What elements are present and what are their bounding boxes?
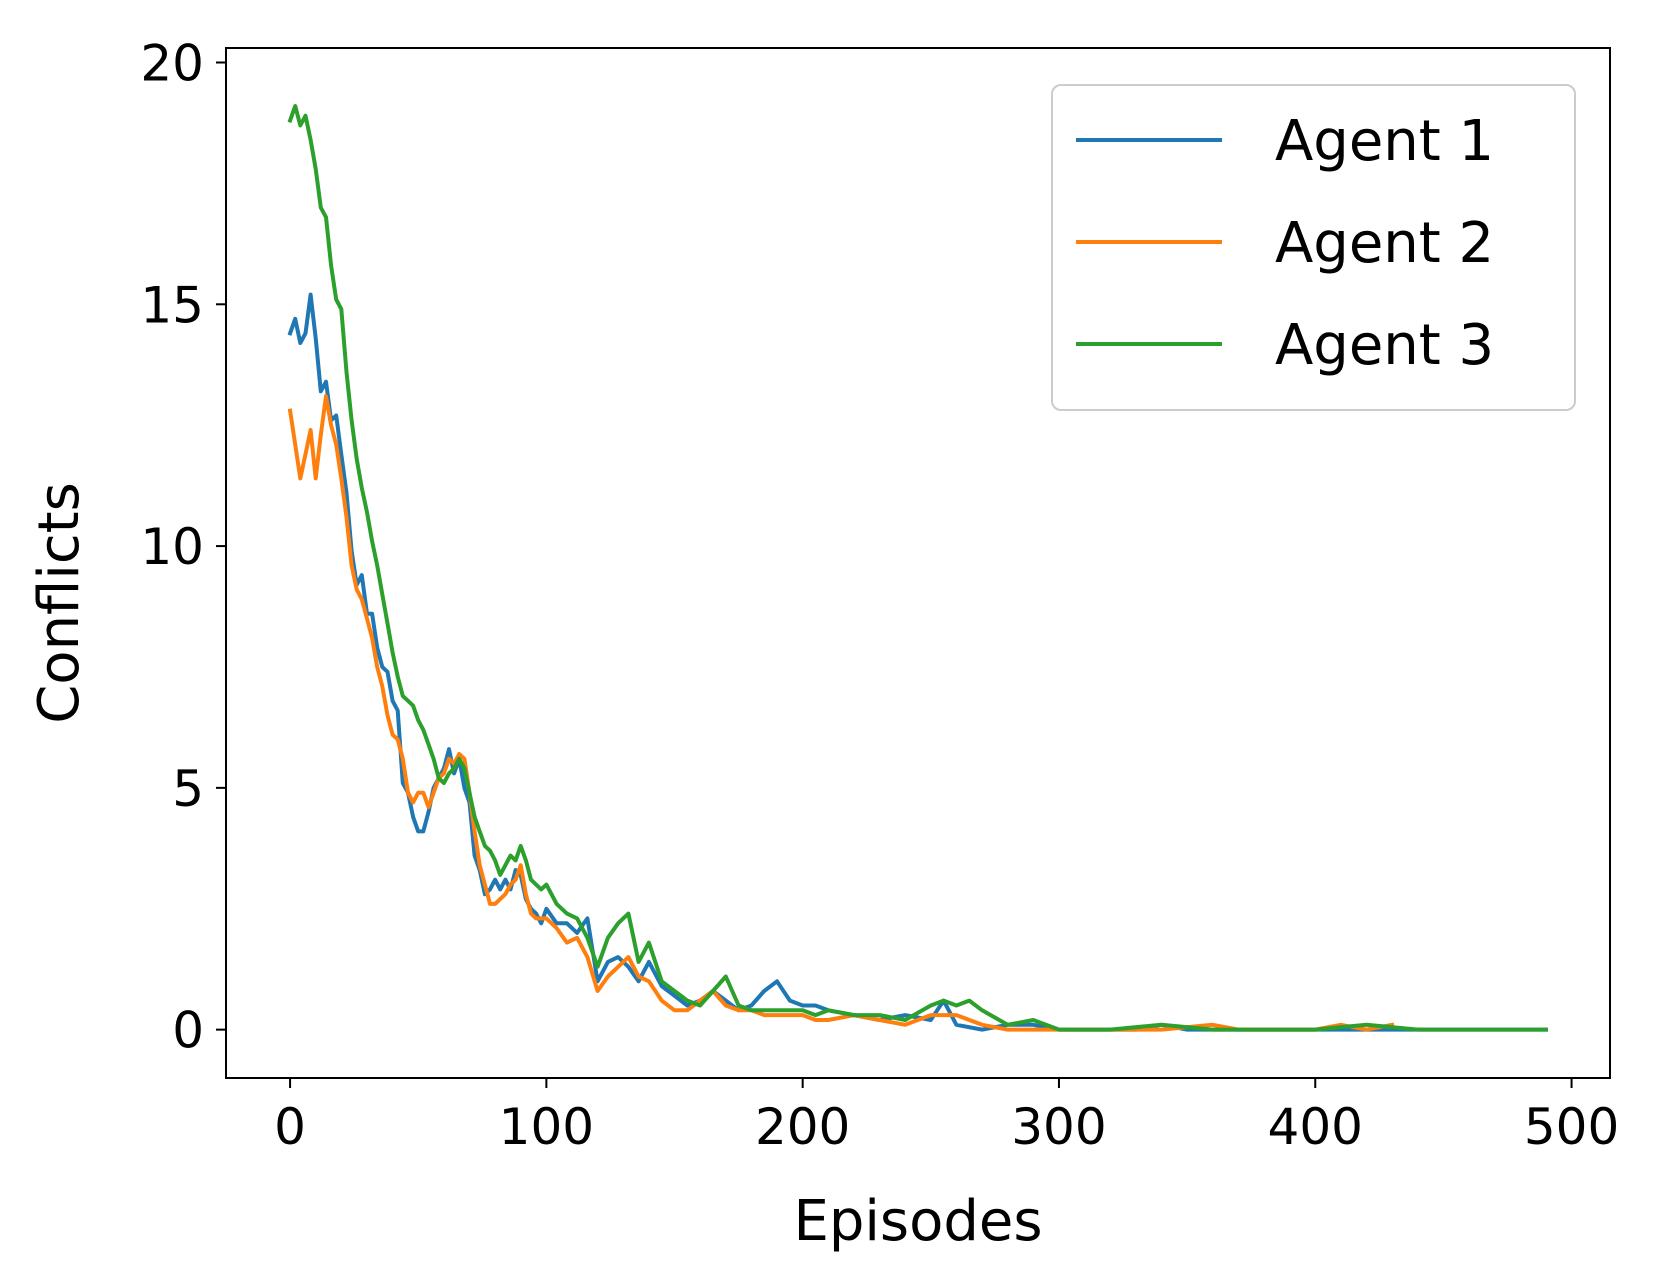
- x-tick-label: 300: [1011, 1098, 1106, 1156]
- series-line-agent-2: [287, 394, 1395, 1032]
- y-tick-label: 5: [172, 760, 204, 818]
- legend-label: Agent 2: [1275, 211, 1494, 276]
- x-axis-label: Episodes: [793, 1189, 1042, 1254]
- legend-item-agent-2: Agent 2: [1076, 211, 1494, 276]
- y-tick-label: 20: [140, 35, 204, 93]
- legend-label: Agent 3: [1275, 313, 1494, 378]
- x-tick-label: 0: [274, 1098, 306, 1156]
- plot-frame: [225, 47, 1611, 1079]
- legend-item-agent-1: Agent 1: [1076, 109, 1494, 174]
- legend-box: [1051, 84, 1576, 411]
- legend-items: Agent 1 Agent 2 Agent 3: [1076, 109, 1494, 378]
- legend: Agent 1 Agent 2 Agent 3: [1051, 84, 1576, 411]
- legend-item-agent-3: Agent 3: [1076, 313, 1494, 378]
- x-tick-label: 500: [1524, 1098, 1619, 1156]
- y-tick-label: 0: [172, 1002, 204, 1060]
- y-axis-ticks: 0 5 10 15 20: [140, 35, 226, 1060]
- x-tick-label: 200: [755, 1098, 850, 1156]
- x-tick-label: 400: [1268, 1098, 1363, 1156]
- series-line-agent-3: [287, 104, 1548, 1032]
- y-tick-label: 10: [140, 518, 204, 576]
- x-tick-label: 100: [499, 1098, 594, 1156]
- series-lines: [287, 104, 1548, 1032]
- y-axis-label: Conflicts: [27, 482, 92, 724]
- legend-label: Agent 1: [1275, 109, 1494, 174]
- x-axis-ticks: 0 100 200 300 400 500: [274, 1078, 1619, 1156]
- y-tick-label: 15: [140, 276, 204, 334]
